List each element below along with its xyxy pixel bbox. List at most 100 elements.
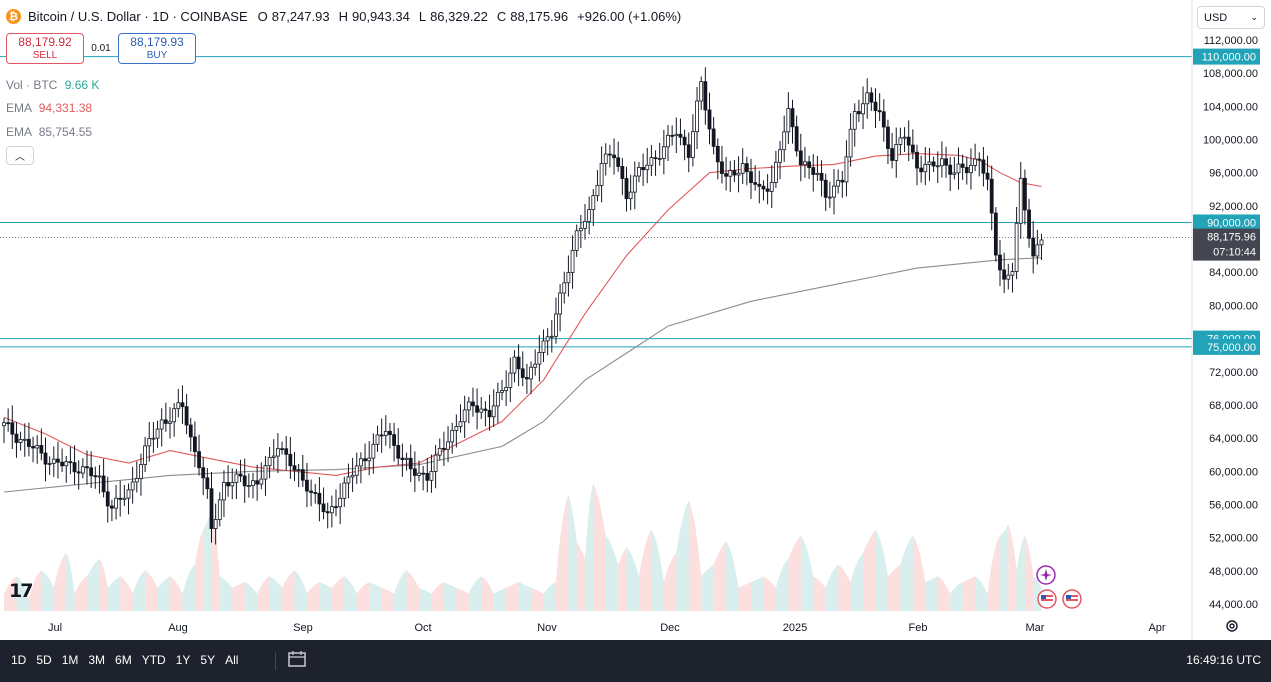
range-1d[interactable]: 1D: [11, 653, 27, 667]
ema-slow-line[interactable]: [3, 257, 1042, 493]
candle-body[interactable]: [147, 438, 152, 447]
candle-body[interactable]: [47, 462, 52, 465]
candle-body[interactable]: [915, 151, 919, 169]
candle-body[interactable]: [512, 356, 517, 374]
candle-body[interactable]: [827, 196, 832, 199]
candle-body[interactable]: [811, 167, 816, 175]
candle-body[interactable]: [495, 391, 500, 407]
candle-body[interactable]: [425, 472, 430, 481]
candle-body[interactable]: [238, 473, 243, 477]
candle-body[interactable]: [56, 458, 60, 463]
ema-fast-indicator[interactable]: EMA 94,331.38: [6, 101, 92, 115]
candle-body[interactable]: [130, 481, 135, 491]
hline-price-tag[interactable]: [1193, 338, 1260, 355]
candle-body[interactable]: [657, 158, 662, 160]
candle-body[interactable]: [93, 475, 98, 478]
candle-body[interactable]: [765, 188, 770, 192]
candle-body[interactable]: [998, 254, 1002, 271]
candle-body[interactable]: [940, 158, 944, 167]
candle-body[interactable]: [753, 182, 758, 185]
candle-body[interactable]: [475, 405, 480, 413]
candle-body[interactable]: [226, 482, 231, 487]
candle-body[interactable]: [886, 126, 890, 149]
candle-body[interactable]: [354, 465, 359, 476]
candle-body[interactable]: [902, 136, 907, 139]
candle-body[interactable]: [558, 292, 562, 315]
candle-body[interactable]: [118, 497, 123, 500]
candle-body[interactable]: [201, 467, 206, 479]
candle-body[interactable]: [608, 153, 612, 156]
candle-body[interactable]: [188, 424, 193, 438]
candle-body[interactable]: [421, 472, 426, 475]
candle-body[interactable]: [823, 179, 828, 198]
candle-body[interactable]: [317, 492, 322, 505]
candle-body[interactable]: [143, 445, 148, 465]
candle-body[interactable]: [857, 111, 861, 115]
candle-body[interactable]: [591, 195, 596, 210]
candle-body[interactable]: [944, 158, 948, 166]
candle-body[interactable]: [769, 182, 774, 192]
candle-body[interactable]: [43, 452, 48, 465]
candle-body[interactable]: [815, 172, 820, 175]
candle-body[interactable]: [2, 422, 6, 427]
candle-body[interactable]: [732, 170, 737, 176]
candle-body[interactable]: [412, 468, 417, 476]
candle-body[interactable]: [263, 465, 268, 480]
tradingview-logo-icon[interactable]: 17: [9, 580, 33, 602]
candle-body[interactable]: [906, 136, 911, 146]
candle-body[interactable]: [458, 421, 463, 428]
candle-body[interactable]: [541, 340, 546, 353]
candle-body[interactable]: [222, 482, 226, 501]
candle-body[interactable]: [1006, 274, 1011, 280]
candle-body[interactable]: [163, 419, 168, 424]
candle-body[interactable]: [819, 172, 824, 181]
candle-body[interactable]: [533, 363, 538, 368]
candle-body[interactable]: [504, 386, 509, 391]
candle-body[interactable]: [134, 478, 139, 483]
candle-body[interactable]: [935, 165, 940, 168]
candle-body[interactable]: [180, 402, 185, 408]
candle-body[interactable]: [292, 465, 297, 471]
range-1y[interactable]: 1Y: [175, 653, 191, 667]
candle-body[interactable]: [101, 475, 106, 493]
candle-body[interactable]: [757, 183, 762, 187]
candle-body[interactable]: [836, 179, 841, 187]
candle-body[interactable]: [624, 178, 629, 200]
candle-body[interactable]: [462, 409, 467, 423]
range-3m[interactable]: 3M: [88, 653, 106, 667]
hline-price-tag[interactable]: [1193, 48, 1260, 65]
range-1m[interactable]: 1M: [61, 653, 79, 667]
candle-body[interactable]: [740, 163, 745, 174]
candle-body[interactable]: [271, 455, 276, 458]
candle-body[interactable]: [790, 108, 795, 128]
candle-body[interactable]: [305, 479, 309, 492]
candle-body[interactable]: [159, 419, 164, 430]
candle-body[interactable]: [234, 473, 239, 483]
candle-body[interactable]: [1018, 177, 1023, 224]
us-event-flag-icon[interactable]: [1037, 589, 1057, 609]
candle-body[interactable]: [844, 156, 849, 183]
candle-body[interactable]: [927, 161, 932, 165]
range-ytd[interactable]: YTD: [141, 653, 166, 667]
candle-body[interactable]: [960, 163, 965, 168]
candle-body[interactable]: [969, 164, 973, 174]
collapse-indicators-button[interactable]: ︿: [6, 146, 34, 165]
candle-body[interactable]: [549, 335, 554, 338]
candle-body[interactable]: [114, 497, 118, 509]
candle-body[interactable]: [321, 503, 326, 513]
candle-body[interactable]: [284, 448, 289, 455]
candle-body[interactable]: [620, 166, 625, 179]
hline-price-tag[interactable]: [1193, 214, 1260, 231]
candle-body[interactable]: [89, 467, 94, 477]
candle-body[interactable]: [213, 519, 218, 529]
candle-body[interactable]: [964, 167, 969, 174]
candle-body[interactable]: [433, 454, 438, 472]
candle-body[interactable]: [242, 475, 247, 487]
ema-fast-line[interactable]: [3, 153, 1042, 476]
candle-body[interactable]: [682, 136, 687, 146]
candle-body[interactable]: [554, 313, 558, 337]
candle-body[interactable]: [72, 462, 77, 473]
candle-body[interactable]: [68, 461, 73, 464]
candle-body[interactable]: [616, 157, 621, 167]
candle-body[interactable]: [122, 497, 127, 500]
